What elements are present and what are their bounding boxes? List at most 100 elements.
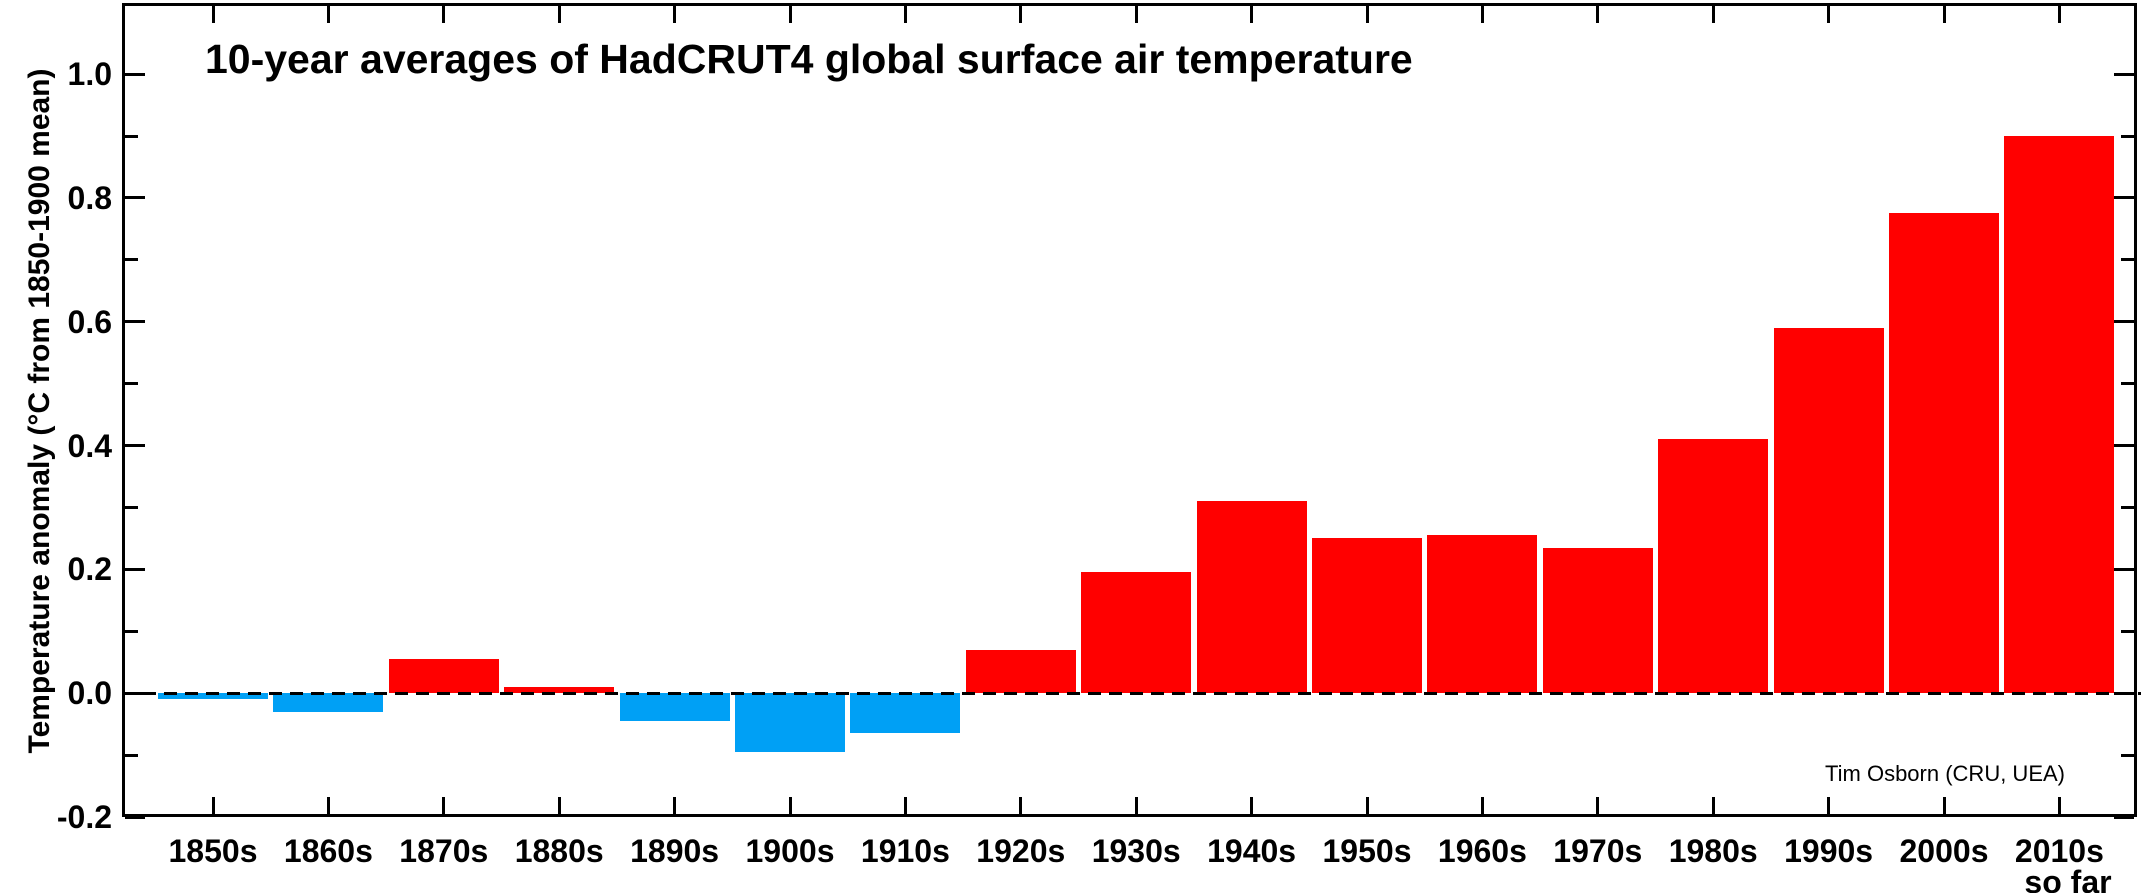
x-label-1890s: 1890s: [630, 833, 720, 869]
attribution-text: Tim Osborn (CRU, UEA): [1825, 761, 2065, 786]
x-label-1860s: 1860s: [283, 833, 373, 869]
y-major-tick--0.2-left: [125, 815, 145, 819]
x-tick-bottom-1850s: [211, 797, 215, 814]
x-tick-bottom-2010s: [2057, 797, 2061, 814]
bar-1950s: [1312, 538, 1422, 694]
x-tick-top-2010s: [2057, 6, 2061, 23]
y-minor-tick--0.1-left: [125, 753, 138, 757]
x-tick-bottom-1910s: [903, 797, 907, 814]
bar-1850s: [158, 693, 268, 700]
x-tick-top-1940s: [1250, 6, 1254, 23]
x-tick-bottom-1940s: [1250, 797, 1254, 814]
x-tick-bottom-1900s: [788, 797, 792, 814]
bar-2000s: [1889, 213, 1999, 694]
x-tick-bottom-1970s: [1596, 797, 1600, 814]
x-tick-top-1950s: [1365, 6, 1369, 23]
x-tick-bottom-2000s: [1942, 797, 1946, 814]
y-minor-tick-0.9-left: [125, 134, 138, 138]
y-major-tick-0.6-left: [125, 320, 145, 324]
plot-border-left: [122, 3, 125, 817]
x-tick-bottom-1880s: [557, 797, 561, 814]
y-major-tick-0.0-right: [2114, 691, 2134, 695]
chart-title: 10-year averages of HadCRUT4 global surf…: [205, 36, 1413, 82]
y-major-tick-0.2-right: [2114, 567, 2134, 571]
y-minor-tick-0.3-right: [2121, 505, 2134, 509]
plot-border-bottom: [122, 814, 2137, 817]
x-label-1930s: 1930s: [1091, 833, 1181, 869]
x-tick-bottom-1860s: [326, 797, 330, 814]
x-tick-bottom-1950s: [1365, 797, 1369, 814]
bar-1900s: [735, 693, 845, 752]
y-tick-label-0.0: 0.0: [67, 675, 112, 712]
bar-1890s: [619, 693, 730, 722]
bar-1980s: [1658, 439, 1769, 694]
x-label-1960s: 1960s: [1437, 833, 1527, 869]
y-major-tick-0.2-left: [125, 567, 145, 571]
x-tick-bottom-1930s: [1134, 797, 1138, 814]
x-tick-top-2000s: [1942, 6, 1946, 23]
bar-1870s: [388, 659, 499, 694]
y-major-tick-1.0-right: [2114, 72, 2134, 76]
x-tick-bottom-1980s: [1711, 797, 1715, 814]
y-minor-tick-0.3-left: [125, 505, 138, 509]
bar-1910s: [850, 693, 961, 734]
x-tick-bottom-1920s: [1019, 797, 1023, 814]
y-minor-tick-0.7-left: [125, 258, 138, 262]
y-minor-tick--0.1-right: [2121, 753, 2134, 757]
y-tick-label-0.4: 0.4: [67, 427, 112, 464]
x-label-1970s: 1970s: [1553, 833, 1643, 869]
bar-1920s: [965, 649, 1076, 694]
bar-1960s: [1427, 535, 1538, 694]
x-label-2000s: 2000s: [1899, 833, 1989, 869]
bar-1990s: [1773, 327, 1884, 694]
y-minor-tick-0.5-right: [2121, 382, 2134, 386]
y-tick-label--0.2: -0.2: [56, 799, 112, 835]
x-tick-top-1990s: [1827, 6, 1831, 23]
bar-1930s: [1081, 572, 1192, 694]
y-major-tick-0.4-left: [125, 444, 145, 448]
y-major-tick-1.0-left: [125, 72, 145, 76]
x-tick-top-1930s: [1134, 6, 1138, 23]
x-tick-bottom-1990s: [1827, 797, 1831, 814]
x-tick-top-1890s: [673, 6, 677, 23]
x-tick-top-1880s: [557, 6, 561, 23]
y-major-tick-0.0-left: [125, 691, 145, 695]
bar-1940s: [1196, 501, 1307, 694]
y-tick-label-0.2: 0.2: [67, 551, 112, 588]
y-minor-tick-0.9-right: [2121, 134, 2134, 138]
y-major-tick-0.8-right: [2114, 196, 2134, 200]
x-tick-top-1850s: [211, 6, 215, 23]
y-axis-title: Temperature anomaly (°C from 1850-1900 m…: [23, 68, 56, 754]
x-label-1900s: 1900s: [745, 833, 835, 869]
x-tick-top-1910s: [903, 6, 907, 23]
y-minor-tick-0.5-left: [125, 382, 138, 386]
x-label-1920s: 1920s: [976, 833, 1066, 869]
x-label-1870s: 1870s: [399, 833, 489, 869]
x-label-1990s: 1990s: [1784, 833, 1874, 869]
x-tick-bottom-1890s: [673, 797, 677, 814]
plot-border-right: [2134, 3, 2137, 817]
bar-1970s: [1542, 547, 1653, 694]
x-label-1850s: 1850s: [168, 833, 258, 869]
y-tick-label-0.6: 0.6: [67, 303, 112, 340]
plot-border-top: [122, 3, 2137, 6]
y-major-tick-0.6-right: [2114, 320, 2134, 324]
y-major-tick-0.4-right: [2114, 444, 2134, 448]
x-label-2010s: 2010s: [2014, 833, 2104, 869]
x-tick-top-1970s: [1596, 6, 1600, 23]
y-tick-label-0.8: 0.8: [67, 179, 112, 216]
x-tick-top-1920s: [1019, 6, 1023, 23]
x-label-1910s: 1910s: [860, 833, 950, 869]
x-tick-top-1960s: [1480, 6, 1484, 23]
x-label-1980s: 1980s: [1668, 833, 1758, 869]
x-label-1880s: 1880s: [514, 833, 604, 869]
x-tick-top-1870s: [442, 6, 446, 23]
y-minor-tick-0.1-right: [2121, 629, 2134, 633]
x-tick-bottom-1870s: [442, 797, 446, 814]
x-tick-top-1980s: [1711, 6, 1715, 23]
y-tick-label-1.0: 1.0: [67, 56, 112, 93]
bar-1860s: [273, 693, 384, 712]
y-minor-tick-0.1-left: [125, 629, 138, 633]
zero-dashed-line: [122, 691, 2141, 695]
